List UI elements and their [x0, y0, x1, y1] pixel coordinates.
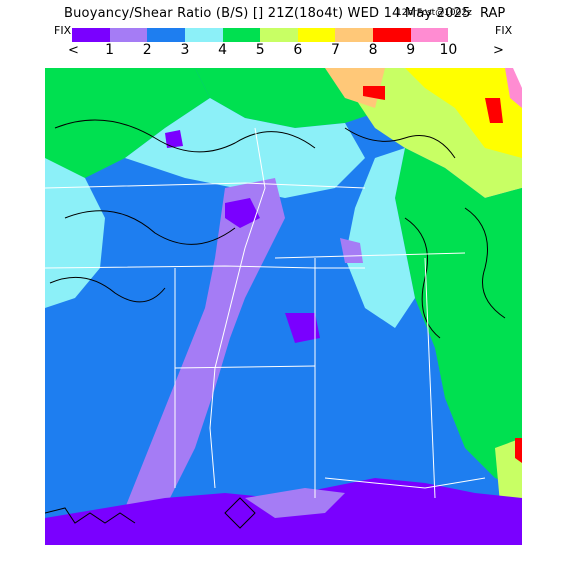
scale-swatch[interactable]	[260, 28, 298, 42]
fill-red-se	[515, 438, 522, 463]
fill-lavender-center	[105, 178, 285, 545]
scale-tick-label: 4	[218, 42, 227, 58]
fill-green-east	[395, 148, 522, 488]
state-borders	[45, 127, 486, 499]
scale-tick-label: 2	[142, 42, 152, 58]
fill-red-ne2	[485, 98, 503, 123]
scale-swatch[interactable]	[448, 28, 487, 42]
scale-swatch[interactable]	[184, 28, 223, 42]
title-model: RAP	[480, 6, 506, 21]
scale-swatch[interactable]	[335, 28, 374, 42]
contour-layer	[45, 119, 506, 529]
fix-right-button[interactable]: FIX	[495, 24, 513, 37]
scale-swatch[interactable]	[222, 28, 261, 42]
scale-swatch[interactable]	[297, 28, 336, 42]
contour-line-5	[464, 207, 506, 319]
scale-tick-label: 1	[105, 42, 115, 58]
scale-tick-label: 8	[368, 42, 378, 58]
scale-swatch[interactable]	[109, 28, 148, 42]
fill-lavender-gulf	[245, 488, 345, 518]
fill-purple-blob2	[285, 313, 320, 343]
fill-red-ne1	[363, 86, 385, 100]
fill-yellow-ne	[405, 68, 522, 158]
contour-line-2	[64, 210, 236, 245]
scale-swatch[interactable]	[72, 28, 110, 42]
map-panel	[45, 68, 522, 545]
contour-line-3	[49, 276, 166, 303]
scale-swatch[interactable]	[410, 28, 449, 42]
fill-orange-ne	[325, 68, 385, 108]
scale-tick-label: 9	[406, 42, 416, 58]
scale-swatch[interactable]	[373, 28, 411, 42]
contour-line-6	[344, 127, 456, 159]
title-forecast: 12hrFcst@1002z	[396, 8, 472, 18]
fill-cyan-west	[45, 158, 105, 308]
fill-green-west	[45, 68, 210, 188]
border-fl	[324, 477, 486, 489]
scale-tick-label: 5	[255, 42, 265, 58]
scale-swatch[interactable]	[147, 28, 185, 42]
contour-line-8	[224, 497, 256, 529]
border-tn	[274, 252, 466, 259]
fix-left-button[interactable]: FIX	[54, 24, 72, 37]
border-ar-la	[174, 365, 316, 369]
fill-cyan-north	[125, 98, 365, 198]
fill-cyan-east	[345, 148, 415, 328]
next-arrow-button[interactable]: >	[493, 43, 504, 58]
map-title: Buoyancy/Shear Ratio (B/S) [] 21Z(18o4t)…	[0, 4, 568, 24]
fill-purple-blob3	[340, 238, 363, 263]
border-ok-ar	[45, 265, 365, 269]
prev-arrow-button[interactable]: <	[68, 43, 79, 58]
scale-tick-label: 3	[180, 42, 190, 58]
scale-tick-label: 6	[293, 42, 303, 58]
color-scale-bar[interactable]	[72, 28, 487, 42]
contour-line-4	[404, 217, 441, 339]
title-main: Buoyancy/Shear Ratio (B/S) [] 21Z(18o4t)…	[64, 6, 471, 21]
contour-line-1	[54, 119, 316, 153]
border-mississippi	[209, 127, 266, 489]
contour-line-7	[45, 507, 136, 524]
border-ks-mo	[45, 182, 366, 189]
map-svg	[45, 68, 522, 545]
fill-purple-small	[165, 130, 183, 148]
fill-white-ne	[513, 68, 522, 88]
scale-tick-label: 10	[439, 42, 458, 58]
fill-purple-blob1	[225, 198, 260, 228]
scale-tick-label: 7	[330, 42, 340, 58]
color-fill-layer	[45, 68, 522, 545]
border-al-ga	[424, 257, 436, 499]
